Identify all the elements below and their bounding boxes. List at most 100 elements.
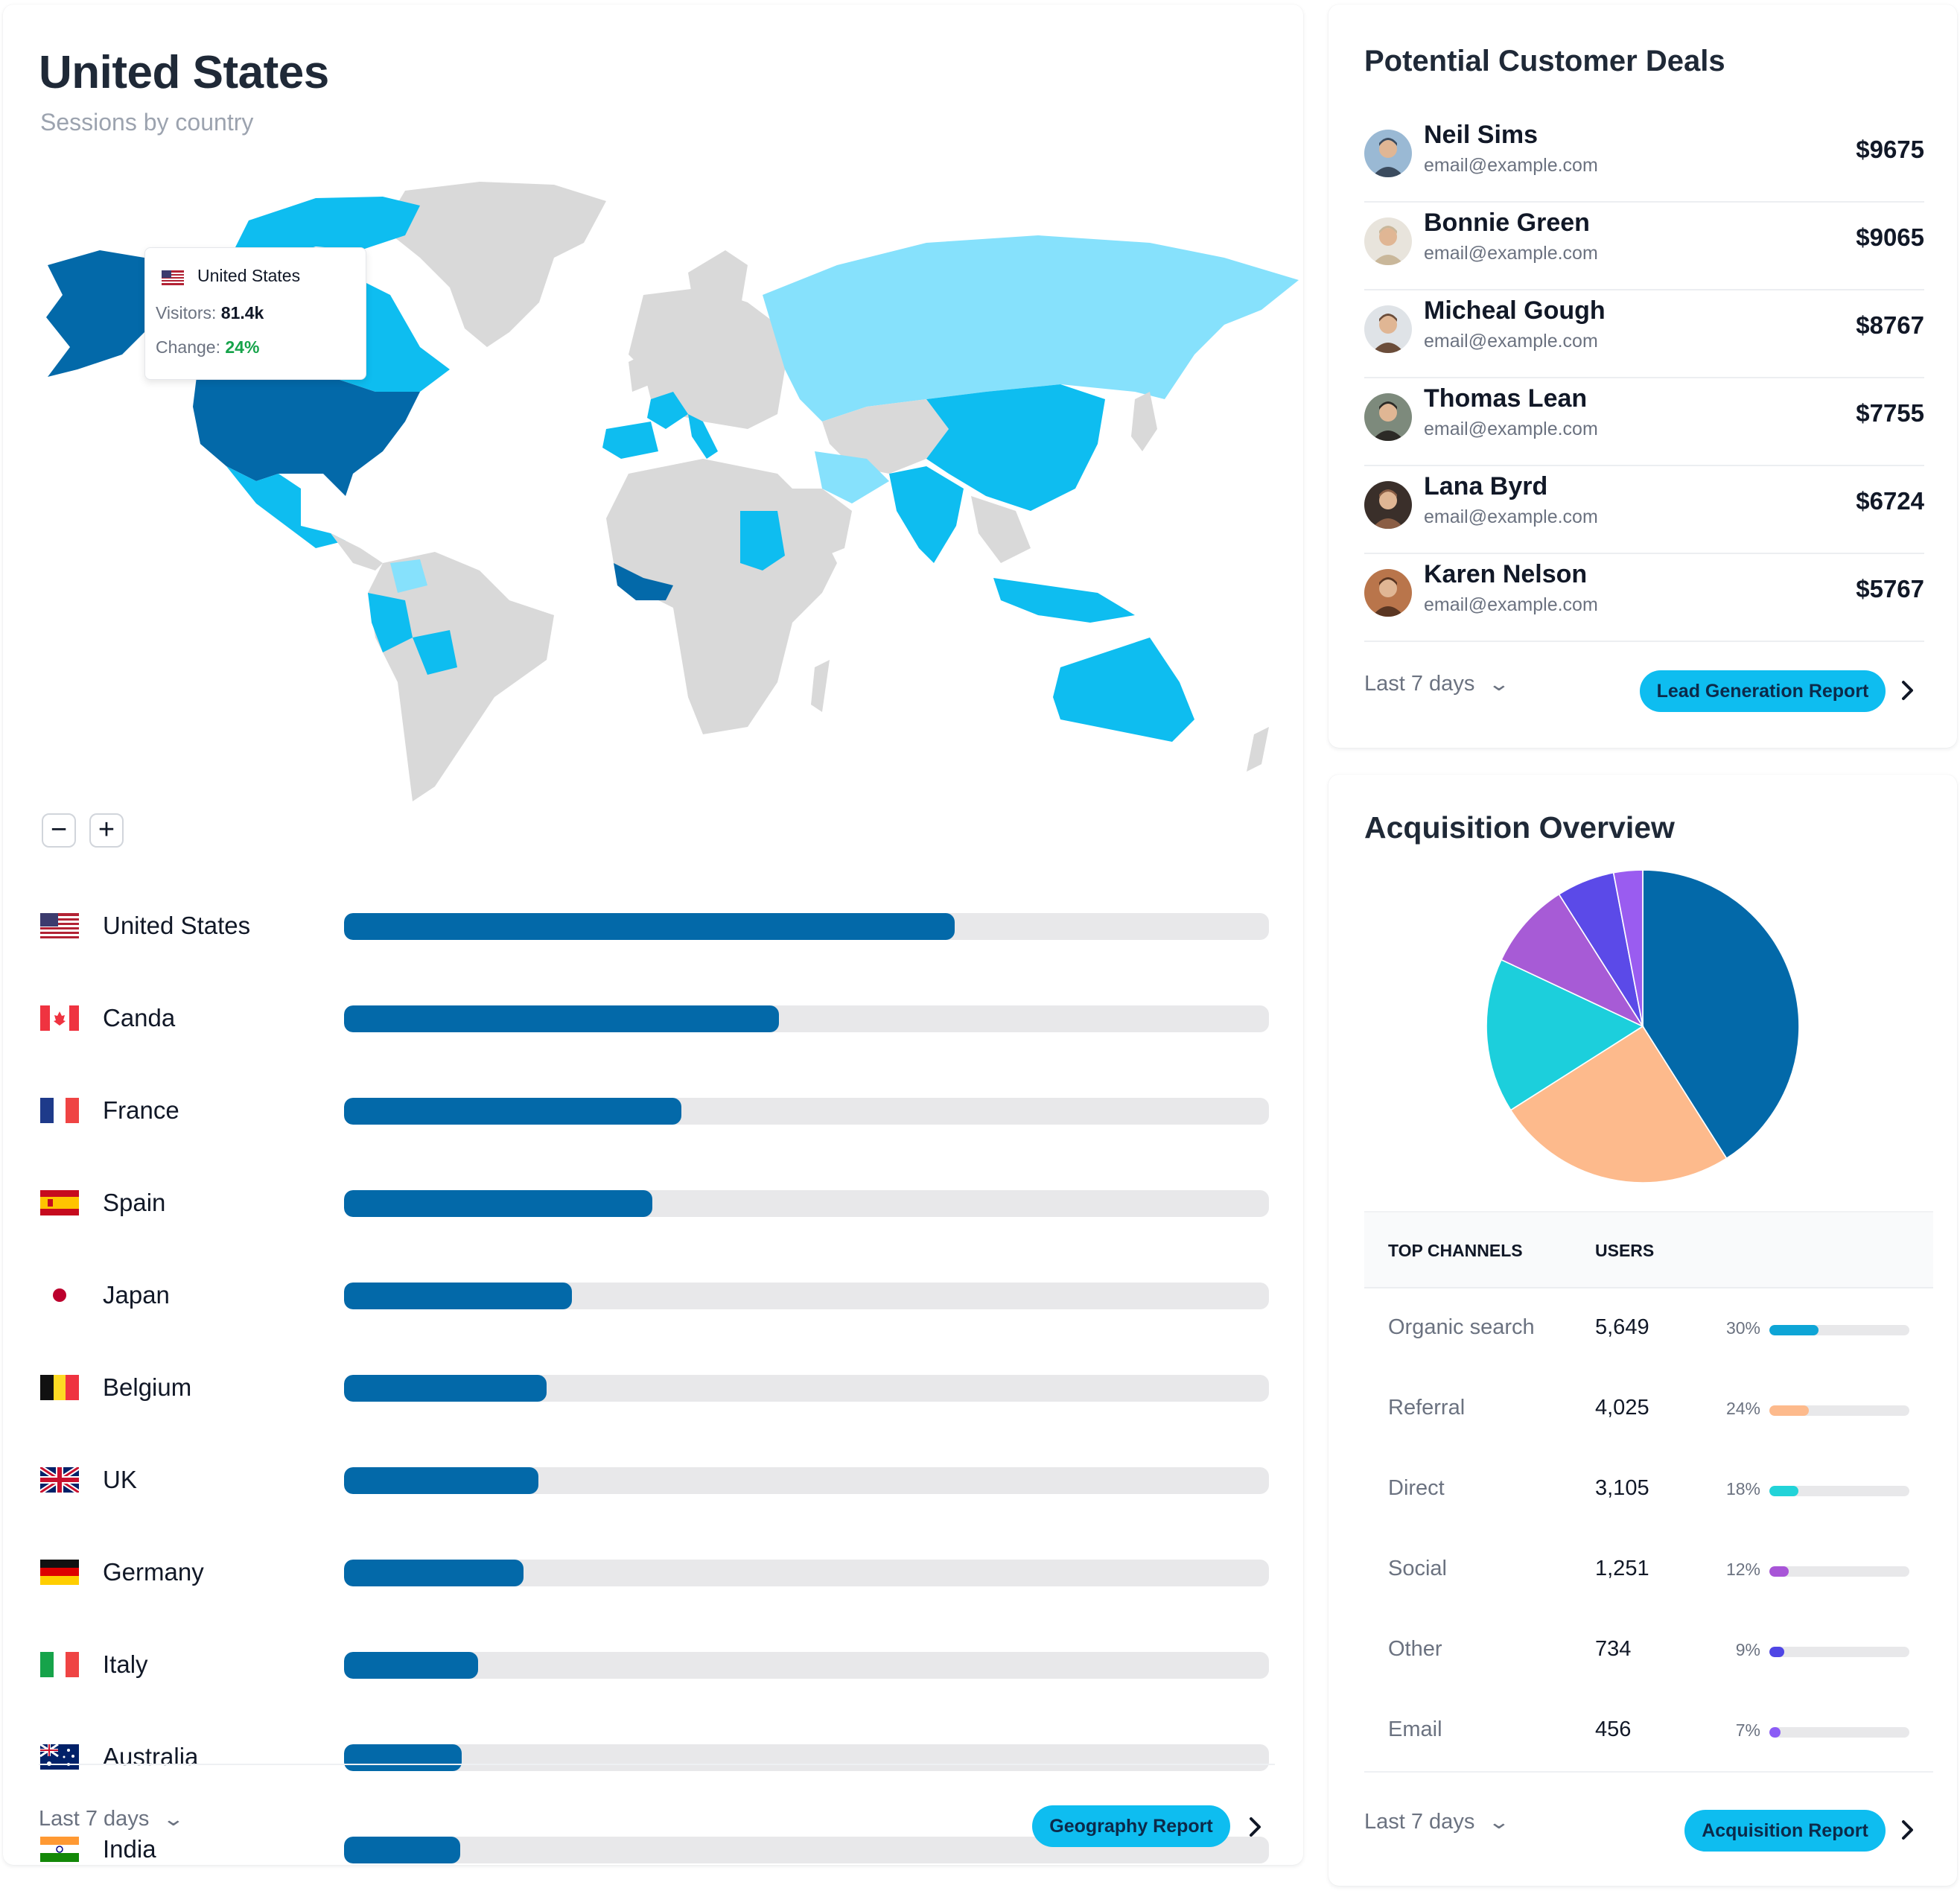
table-row: Social 1,251 12% <box>1364 1530 1933 1610</box>
country-bar-fill <box>344 913 955 940</box>
chevron-right-icon[interactable] <box>1894 1817 1920 1843</box>
country-name: Italy <box>103 1650 148 1678</box>
map-region-alaska[interactable] <box>46 250 152 377</box>
deal-row[interactable]: Micheal Gough email@example.com $8767 <box>1364 290 1924 378</box>
channel-bar-fill <box>1769 1566 1789 1577</box>
map-region-uk[interactable] <box>629 355 651 392</box>
avatar <box>1364 393 1412 441</box>
map-region-bolivia[interactable] <box>413 630 457 675</box>
lead-generation-report-button[interactable]: Lead Generation Report <box>1640 670 1886 712</box>
deal-row[interactable]: Thomas Lean email@example.com $7755 <box>1364 378 1924 466</box>
range-select[interactable]: Last 7 days ⌄ <box>39 1807 185 1831</box>
column-header-users: USERS <box>1595 1241 1655 1260</box>
pie-slice-social[interactable] <box>1500 893 1645 1028</box>
visitors-label: Visitors: <box>156 303 217 322</box>
pie-slice-organic-search[interactable] <box>1642 870 1799 1160</box>
map-region-iran[interactable] <box>815 451 889 503</box>
channel-name: Email <box>1388 1717 1442 1741</box>
chevron-down-icon: ⌄ <box>1487 673 1511 695</box>
channel-percent: 24% <box>1725 1399 1760 1418</box>
map-region-spain[interactable] <box>602 422 658 459</box>
range-label: Last 7 days <box>1364 1810 1475 1834</box>
map-region-scandinavia[interactable] <box>688 250 748 325</box>
map-region-new-zealand[interactable] <box>1247 727 1269 772</box>
map-region-australia[interactable] <box>1053 638 1194 742</box>
map-region-west-africa[interactable] <box>614 563 673 600</box>
page-title: United States <box>39 47 329 98</box>
tooltip-visitors: Visitors: 81.4k <box>156 303 264 323</box>
channel-name: Organic search <box>1388 1315 1535 1339</box>
country-row: Germany <box>39 1549 1275 1594</box>
deal-email: email@example.com <box>1424 155 1598 176</box>
country-row: France <box>39 1087 1275 1132</box>
map-region-italy[interactable] <box>688 414 718 459</box>
pie-slice-referral[interactable] <box>1509 1025 1728 1183</box>
deal-email: email@example.com <box>1424 594 1598 615</box>
geography-report-button[interactable]: Geography Report <box>1032 1805 1230 1847</box>
change-label: Change: <box>156 337 220 357</box>
geography-card: United States Sessions by country <box>3 4 1303 1865</box>
channel-rows: Organic search 5,649 30% Referral 4,025 24% Di… <box>1364 1288 1933 1771</box>
country-row: Canda <box>39 995 1275 1040</box>
channel-bar-fill <box>1769 1486 1799 1496</box>
map-region-peru[interactable] <box>368 593 413 652</box>
deal-email: email@example.com <box>1424 243 1598 264</box>
map-region-sudan[interactable] <box>740 511 785 571</box>
map-region-southeast-asia[interactable] <box>971 496 1031 563</box>
table-row: Referral 4,025 24% <box>1364 1369 1933 1449</box>
italy-flag-icon <box>40 1652 79 1677</box>
map-region-venezuela[interactable] <box>390 559 427 593</box>
channel-bar-track <box>1769 1647 1909 1657</box>
country-name: France <box>103 1096 179 1124</box>
country-bar-track <box>344 1190 1269 1217</box>
deal-row[interactable]: Neil Sims email@example.com $9675 <box>1364 115 1924 203</box>
country-row: Italy <box>39 1641 1275 1686</box>
change-value: 24% <box>225 337 260 357</box>
map-region-france[interactable] <box>647 392 688 429</box>
deal-email: email@example.com <box>1424 506 1598 527</box>
tooltip-change: Change: 24% <box>156 337 259 357</box>
canada-flag-icon <box>40 1005 79 1031</box>
belgium-flag-icon <box>40 1375 79 1400</box>
acquisition-report-button[interactable]: Acquisition Report <box>1684 1810 1886 1852</box>
acquisition-range-select[interactable]: Last 7 days ⌄ <box>1364 1810 1510 1834</box>
country-name: UK <box>103 1466 137 1493</box>
country-bar-fill <box>344 1467 538 1494</box>
chevron-down-icon: ⌄ <box>162 1808 185 1830</box>
country-row: UK <box>39 1457 1275 1501</box>
chevron-right-icon[interactable] <box>1242 1814 1267 1840</box>
map-region-usa[interactable] <box>193 377 420 496</box>
map-tooltip: United States Visitors: 81.4k Change: 24… <box>144 247 366 380</box>
channel-bar-track <box>1769 1486 1909 1496</box>
map-region-indonesia[interactable] <box>993 578 1135 623</box>
page-subtitle: Sessions by country <box>40 109 254 136</box>
map-region-greenland[interactable] <box>383 182 606 347</box>
zoom-out-button[interactable]: − <box>42 813 76 848</box>
deals-range-select[interactable]: Last 7 days ⌄ <box>1364 672 1510 696</box>
map-region-china[interactable] <box>926 384 1105 511</box>
map-region-russia[interactable] <box>763 235 1299 422</box>
map-region-mexico[interactable] <box>226 466 346 548</box>
zoom-in-button[interactable]: + <box>89 813 124 848</box>
channel-users: 456 <box>1595 1717 1632 1741</box>
chevron-right-icon[interactable] <box>1894 678 1920 703</box>
map-region-south-america[interactable] <box>368 552 554 801</box>
acquisition-card: Acquisition Overview TOP CHANNELS USERS … <box>1329 775 1957 1886</box>
channel-bar-track <box>1769 1405 1909 1416</box>
map-region-india[interactable] <box>889 466 964 563</box>
deal-name: Bonnie Green <box>1424 209 1590 237</box>
map-region-madagascar[interactable] <box>811 660 830 712</box>
deal-row[interactable]: Bonnie Green email@example.com $9065 <box>1364 203 1924 290</box>
deal-row[interactable]: Karen Nelson email@example.com $5767 <box>1364 554 1924 642</box>
table-row: Organic search 5,649 30% <box>1364 1288 1933 1369</box>
pie-slice-email[interactable] <box>1612 870 1644 1027</box>
country-bar-fill <box>344 1005 779 1032</box>
map-region-central-asia[interactable] <box>822 399 949 474</box>
column-header-channels: TOP CHANNELS <box>1388 1241 1523 1260</box>
deal-row[interactable]: Lana Byrd email@example.com $6724 <box>1364 466 1924 554</box>
map-region-arctic-canada[interactable] <box>234 197 420 258</box>
map-region-japan[interactable] <box>1131 392 1157 451</box>
map-region-central-america[interactable] <box>331 533 383 571</box>
country-bar-track <box>344 1467 1269 1494</box>
pie-slice-direct[interactable] <box>1486 959 1644 1111</box>
